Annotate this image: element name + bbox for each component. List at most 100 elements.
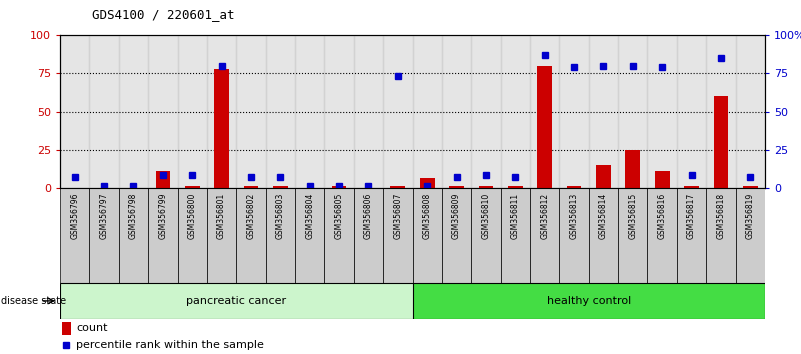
Bar <box>677 188 706 283</box>
Bar <box>295 35 324 188</box>
Bar <box>90 35 119 188</box>
Text: GSM356799: GSM356799 <box>159 193 167 239</box>
Bar <box>471 35 501 188</box>
Text: count: count <box>76 323 107 333</box>
Bar <box>589 35 618 188</box>
Bar <box>743 186 758 188</box>
Bar <box>530 188 559 283</box>
Bar <box>236 35 266 188</box>
Bar <box>589 188 618 283</box>
Text: pancreatic cancer: pancreatic cancer <box>186 296 286 306</box>
Text: GSM356800: GSM356800 <box>187 193 197 239</box>
Bar <box>420 178 434 188</box>
Bar <box>501 35 530 188</box>
Bar <box>442 35 471 188</box>
Bar <box>273 186 288 188</box>
Bar <box>735 35 765 188</box>
Bar <box>148 35 178 188</box>
Text: GSM356803: GSM356803 <box>276 193 285 239</box>
Bar <box>178 188 207 283</box>
Text: GSM356797: GSM356797 <box>99 193 109 239</box>
Text: percentile rank within the sample: percentile rank within the sample <box>76 340 264 350</box>
Text: GSM356805: GSM356805 <box>335 193 344 239</box>
Text: GSM356798: GSM356798 <box>129 193 138 239</box>
Bar <box>442 188 471 283</box>
Bar <box>559 188 589 283</box>
Text: disease state: disease state <box>1 296 66 306</box>
Bar <box>354 188 383 283</box>
Text: GSM356813: GSM356813 <box>570 193 578 239</box>
Bar <box>478 186 493 188</box>
Bar <box>207 188 236 283</box>
Bar <box>596 165 610 188</box>
Bar <box>383 35 413 188</box>
Text: healthy control: healthy control <box>546 296 631 306</box>
Bar <box>508 186 522 188</box>
Text: GSM356806: GSM356806 <box>364 193 373 239</box>
Bar <box>654 171 670 188</box>
Text: GSM356804: GSM356804 <box>305 193 314 239</box>
Text: GSM356818: GSM356818 <box>716 193 726 239</box>
Text: GSM356812: GSM356812 <box>540 193 549 239</box>
Text: GSM356819: GSM356819 <box>746 193 755 239</box>
Bar <box>471 188 501 283</box>
Text: GSM356808: GSM356808 <box>423 193 432 239</box>
Text: GSM356796: GSM356796 <box>70 193 79 239</box>
Bar <box>647 188 677 283</box>
Bar <box>413 35 442 188</box>
Text: GSM356807: GSM356807 <box>393 193 402 239</box>
Text: GSM356811: GSM356811 <box>511 193 520 239</box>
Bar <box>324 35 354 188</box>
Bar <box>537 66 552 188</box>
Bar <box>185 186 199 188</box>
Bar <box>207 35 236 188</box>
Bar <box>214 69 229 188</box>
Text: GSM356814: GSM356814 <box>599 193 608 239</box>
Bar <box>735 188 765 283</box>
Bar <box>413 188 442 283</box>
Bar <box>119 35 148 188</box>
Bar <box>119 188 148 283</box>
Bar <box>354 35 383 188</box>
Bar <box>266 35 295 188</box>
Bar <box>706 35 735 188</box>
Bar <box>626 149 640 188</box>
Bar <box>178 35 207 188</box>
Bar <box>714 96 728 188</box>
Bar <box>62 322 70 335</box>
Bar <box>60 35 90 188</box>
Text: GSM356801: GSM356801 <box>217 193 226 239</box>
Bar <box>324 188 354 283</box>
Bar <box>566 186 582 188</box>
Bar <box>559 35 589 188</box>
Bar <box>148 188 178 283</box>
Bar <box>647 35 677 188</box>
Text: GSM356802: GSM356802 <box>247 193 256 239</box>
Bar <box>501 188 530 283</box>
Text: GSM356817: GSM356817 <box>687 193 696 239</box>
Bar <box>618 188 647 283</box>
Bar <box>383 188 413 283</box>
Bar <box>618 35 647 188</box>
Bar <box>295 188 324 283</box>
Bar <box>266 188 295 283</box>
Bar <box>236 188 266 283</box>
Bar <box>677 35 706 188</box>
Text: GSM356810: GSM356810 <box>481 193 490 239</box>
Bar <box>449 186 464 188</box>
Bar <box>390 186 405 188</box>
Bar <box>413 283 765 319</box>
Text: GDS4100 / 220601_at: GDS4100 / 220601_at <box>92 8 235 21</box>
Text: GSM356815: GSM356815 <box>628 193 638 239</box>
Bar <box>332 186 346 188</box>
Bar <box>244 186 258 188</box>
Bar <box>684 186 698 188</box>
Text: GSM356816: GSM356816 <box>658 193 666 239</box>
Bar <box>530 35 559 188</box>
Bar <box>60 188 90 283</box>
Text: GSM356809: GSM356809 <box>452 193 461 239</box>
Bar <box>60 283 413 319</box>
Bar <box>706 188 735 283</box>
Bar <box>90 188 119 283</box>
Bar <box>155 171 170 188</box>
